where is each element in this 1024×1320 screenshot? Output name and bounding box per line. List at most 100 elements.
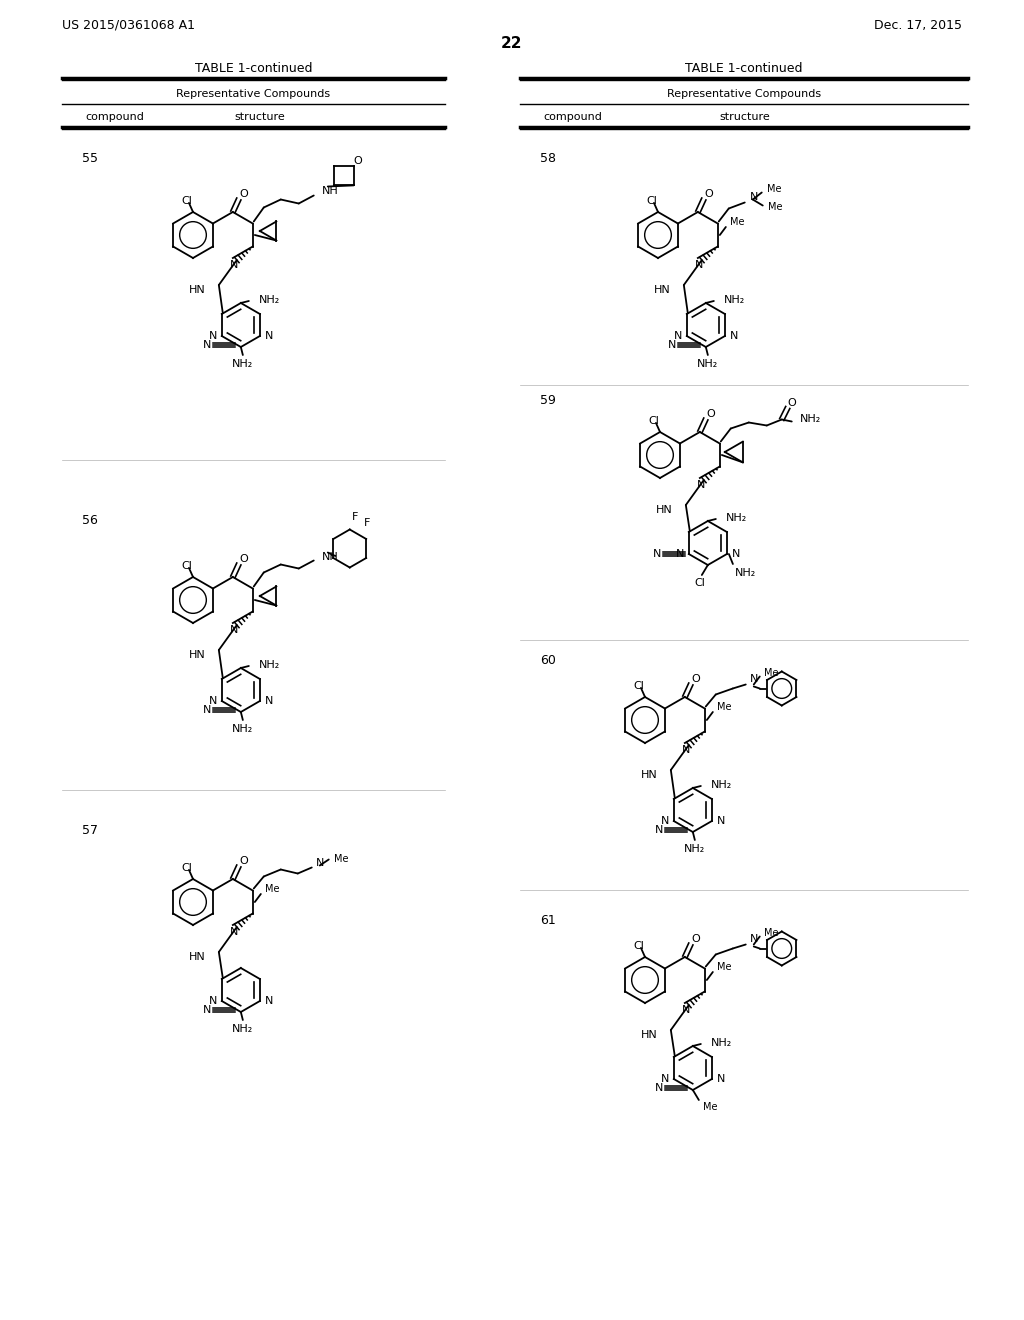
Text: O: O (240, 554, 248, 564)
Text: NH₂: NH₂ (711, 780, 732, 789)
Text: HN: HN (189, 285, 206, 294)
Text: Me: Me (767, 185, 781, 194)
Text: 57: 57 (82, 824, 98, 837)
Text: N: N (750, 193, 758, 202)
Text: N: N (750, 675, 758, 685)
Text: Me: Me (764, 928, 778, 939)
Text: NH₂: NH₂ (684, 843, 706, 854)
Text: NH₂: NH₂ (724, 294, 745, 305)
Text: N: N (694, 260, 703, 271)
Text: NH₂: NH₂ (232, 723, 254, 734)
Text: Me: Me (730, 216, 744, 227)
Text: Me: Me (764, 668, 778, 678)
Text: NH₂: NH₂ (726, 513, 748, 523)
Text: N: N (660, 1074, 669, 1084)
Text: N: N (674, 331, 682, 341)
Text: NH₂: NH₂ (259, 660, 281, 671)
Text: N: N (730, 331, 738, 341)
Text: N: N (265, 997, 273, 1006)
Text: N: N (229, 260, 238, 271)
Text: Cl: Cl (648, 416, 659, 426)
Text: US 2015/0361068 A1: US 2015/0361068 A1 (62, 18, 195, 32)
Text: N: N (717, 816, 725, 826)
Text: Me: Me (334, 854, 348, 863)
Text: NH₂: NH₂ (697, 359, 719, 370)
Text: O: O (707, 409, 715, 418)
Text: Cl: Cl (634, 681, 644, 690)
Text: F: F (352, 512, 358, 523)
Text: F: F (364, 519, 370, 528)
Text: NH₂: NH₂ (232, 359, 254, 370)
Text: NH: NH (322, 186, 339, 197)
Text: N: N (750, 935, 758, 945)
Text: N: N (732, 549, 740, 558)
Text: O: O (787, 397, 796, 408)
Text: Me: Me (265, 884, 280, 894)
Text: N: N (229, 624, 238, 635)
Text: NH₂: NH₂ (735, 568, 756, 578)
Text: Cl: Cl (181, 561, 193, 572)
Text: compound: compound (543, 112, 602, 121)
Text: Me: Me (717, 702, 731, 711)
Text: structure: structure (720, 112, 770, 121)
Text: N: N (203, 1005, 211, 1015)
Text: 22: 22 (502, 36, 522, 50)
Text: Cl: Cl (181, 195, 193, 206)
Text: O: O (240, 189, 248, 199)
Text: N: N (696, 480, 706, 490)
Text: Cl: Cl (634, 941, 644, 950)
Text: 55: 55 (82, 152, 98, 165)
Text: N: N (229, 927, 238, 937)
Text: NH₂: NH₂ (711, 1038, 732, 1048)
Text: Me: Me (702, 1102, 718, 1111)
Text: Me: Me (717, 962, 731, 972)
Text: NH₂: NH₂ (259, 294, 281, 305)
Text: N: N (654, 1082, 663, 1093)
Text: N: N (676, 549, 684, 558)
Text: Representative Compounds: Representative Compounds (176, 88, 331, 99)
Text: NH₂: NH₂ (800, 413, 821, 424)
Text: structure: structure (234, 112, 286, 121)
Text: HN: HN (189, 649, 206, 660)
Text: O: O (705, 189, 713, 199)
Text: N: N (203, 341, 211, 350)
Text: NH: NH (322, 552, 339, 561)
Text: N: N (654, 825, 663, 836)
Text: N: N (660, 816, 669, 826)
Text: HN: HN (641, 770, 657, 780)
Text: TABLE 1-continued: TABLE 1-continued (195, 62, 312, 74)
Text: Representative Compounds: Representative Compounds (667, 88, 821, 99)
Text: N: N (682, 1005, 690, 1015)
Text: N: N (265, 331, 273, 341)
Text: 61: 61 (540, 913, 556, 927)
Text: HN: HN (654, 285, 671, 294)
Text: N: N (717, 1074, 725, 1084)
Text: 58: 58 (540, 152, 556, 165)
Text: N: N (682, 744, 690, 755)
Text: O: O (353, 156, 362, 165)
Text: O: O (240, 855, 248, 866)
Text: HN: HN (189, 952, 206, 962)
Text: N: N (315, 858, 325, 869)
Text: N: N (265, 696, 273, 706)
Text: O: O (691, 675, 700, 684)
Text: 59: 59 (540, 393, 556, 407)
Text: Me: Me (768, 202, 782, 211)
Text: O: O (691, 935, 700, 944)
Text: 56: 56 (82, 513, 98, 527)
Text: N: N (652, 549, 660, 558)
Text: HN: HN (656, 506, 673, 515)
Text: NH₂: NH₂ (232, 1024, 254, 1034)
Text: N: N (209, 331, 217, 341)
Text: HN: HN (641, 1030, 657, 1040)
Text: N: N (209, 696, 217, 706)
Text: TABLE 1-continued: TABLE 1-continued (685, 62, 803, 74)
Text: Dec. 17, 2015: Dec. 17, 2015 (874, 18, 962, 32)
Text: N: N (203, 705, 211, 715)
Text: Cl: Cl (646, 195, 657, 206)
Text: Cl: Cl (694, 578, 706, 587)
Text: compound: compound (85, 112, 144, 121)
Text: Cl: Cl (181, 863, 193, 873)
Text: 60: 60 (540, 653, 556, 667)
Text: N: N (668, 341, 676, 350)
